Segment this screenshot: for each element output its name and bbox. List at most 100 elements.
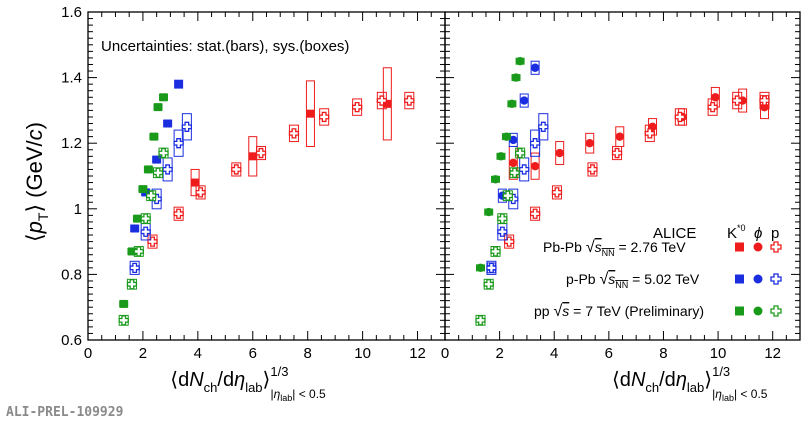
uncertainty-note: Uncertainties: stat.(bars), sys.(boxes) <box>101 38 349 55</box>
legend-marker-phi <box>753 306 763 316</box>
data-point <box>529 208 541 219</box>
data-point <box>191 178 200 187</box>
data-point <box>173 208 184 219</box>
data-point <box>127 247 136 256</box>
data-point <box>555 148 564 158</box>
data-point <box>163 119 172 128</box>
legend-label: pp √s = 7 TeV (Preliminary) <box>534 303 704 320</box>
data-point <box>644 128 655 139</box>
data-point <box>486 262 497 273</box>
data-point <box>519 96 529 105</box>
data-point <box>509 135 518 145</box>
data-point <box>173 138 184 149</box>
data-point <box>149 132 158 141</box>
data-point <box>404 95 415 106</box>
series-pp-K*0 <box>119 93 169 308</box>
data-point <box>152 167 164 178</box>
data-point <box>133 214 142 223</box>
data-point <box>530 63 540 72</box>
x-tick-label: 2 <box>495 345 503 362</box>
series-pPb-p <box>486 113 549 275</box>
data-point <box>159 93 168 102</box>
series-pp-p <box>475 147 526 326</box>
data-point <box>181 121 193 132</box>
legend-marker-p <box>770 305 782 317</box>
data-point <box>319 111 330 123</box>
legend-col-phi: ϕ <box>754 225 762 242</box>
data-point <box>288 128 300 139</box>
x-tick-label: 4 <box>550 345 558 362</box>
x-tick-label: 6 <box>605 345 613 362</box>
data-point <box>585 139 594 148</box>
data-point <box>133 246 144 257</box>
x-tick-label: 8 <box>304 345 312 362</box>
legend-marker-k0 <box>735 274 744 284</box>
y-tick-label: 0.6 <box>61 332 82 349</box>
legend-label: Pb-Pb √sNN = 2.76 TeV <box>543 239 686 258</box>
legend-marker-k0 <box>735 242 744 252</box>
data-point <box>475 315 486 326</box>
y-tick-label: 1.2 <box>61 135 82 152</box>
series-PbPb-p <box>147 91 415 249</box>
data-point <box>144 165 153 174</box>
panel-frame <box>444 11 801 341</box>
data-point <box>519 164 530 175</box>
data-point <box>551 187 563 198</box>
data-point <box>383 99 392 108</box>
series-pp-phi <box>476 57 525 273</box>
data-point <box>491 175 500 184</box>
legend-col-k0: K*0 <box>727 223 746 242</box>
legend-marker-p <box>770 273 782 285</box>
x-tick-label: 0 <box>84 345 92 362</box>
data-point <box>509 167 520 178</box>
x-tick-label: 2 <box>139 345 147 362</box>
y-axis-label: ⟨pT⟩ (GeV/c) <box>22 122 51 242</box>
y-tick-label: 1.6 <box>61 4 82 21</box>
data-point <box>138 185 147 194</box>
y-tick-label: 1.4 <box>61 70 82 87</box>
x-axis-label-left: ⟨dNch/dηlab⟩1/3 |ηlab| < 0.5 <box>170 364 326 403</box>
data-point <box>529 138 541 149</box>
legend-marker-phi <box>753 274 763 284</box>
x-tick-label: 10 <box>710 345 727 362</box>
data-point <box>476 263 485 273</box>
panel-frame <box>87 11 446 341</box>
data-point <box>140 213 151 224</box>
data-point <box>154 103 163 112</box>
data-point <box>732 95 743 106</box>
data-point <box>140 226 151 237</box>
data-point <box>484 207 493 217</box>
legend-col-p: p <box>771 225 779 242</box>
data-point <box>496 152 506 161</box>
series-pp-p <box>118 147 169 326</box>
data-point <box>707 101 718 113</box>
data-point <box>611 147 623 159</box>
data-point <box>119 299 128 308</box>
data-point <box>483 279 494 290</box>
x-tick-label: 4 <box>194 345 202 362</box>
data-point <box>306 109 315 118</box>
data-point <box>674 111 685 123</box>
data-point <box>195 187 206 198</box>
data-point <box>711 93 720 102</box>
data-point <box>502 132 511 141</box>
x-axis-label-right: ⟨dNch/dηlab⟩1/3 |ηlab| < 0.5 <box>612 364 768 403</box>
x-tick-label: 12 <box>764 345 781 362</box>
legend-row: pp √s = 7 TeV (Preliminary) <box>534 303 782 320</box>
x-tick-label: 12 <box>409 345 426 362</box>
legend-row: Pb-Pb √sNN = 2.76 TeV <box>543 239 782 258</box>
x-tick-label: 10 <box>354 345 371 362</box>
x-tick-label: 8 <box>659 345 667 362</box>
data-point <box>587 164 598 175</box>
data-point <box>504 236 515 247</box>
preliminary-id: ALI-PREL-109929 <box>6 405 123 420</box>
legend-experiment: ALICE <box>653 225 696 242</box>
data-point <box>130 224 139 233</box>
data-point <box>509 158 518 168</box>
y-tick-label: 1 <box>74 201 82 218</box>
data-point <box>759 95 770 106</box>
data-point <box>248 152 257 161</box>
data-point <box>351 101 363 113</box>
